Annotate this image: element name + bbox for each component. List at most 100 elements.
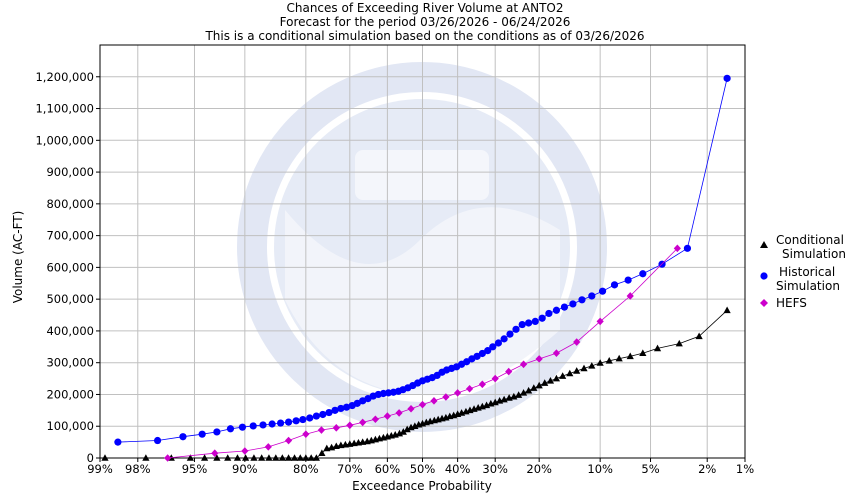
data-point-conditional [695, 332, 703, 340]
y-axis-title: Volume (AC-FT) [11, 211, 25, 304]
chart-title-line-1: Chances of Exceeding River Volume at ANT… [286, 1, 563, 15]
data-point-conditional [552, 374, 561, 382]
x-axis-title: Exceedance Probability [352, 479, 492, 493]
data-point-historical [610, 281, 619, 289]
legend-conditional-label-line-1: Conditional [776, 233, 844, 247]
data-point-historical [489, 343, 497, 351]
data-point-conditional [541, 379, 549, 386]
data-point-historical [299, 415, 307, 424]
data-point-conditional [213, 454, 221, 461]
y-tick-label: 400,000 [46, 324, 94, 338]
y-tick-label: 300,000 [46, 356, 94, 370]
data-point-historical [292, 417, 300, 425]
data-point-historical [312, 412, 320, 420]
data-point-conditional [224, 454, 232, 461]
data-point-historical [484, 347, 492, 355]
data-point-hefs [673, 244, 681, 253]
data-point-historical [268, 420, 276, 428]
series-hefs [164, 244, 681, 462]
data-point-conditional [519, 389, 528, 396]
data-point-conditional [546, 377, 555, 384]
data-point-conditional [580, 364, 588, 372]
data-point-historical [325, 408, 333, 417]
x-axis-ticks: 99% 98% 95% 90% 80% 70% 60% 50% 40% 30% 20% 10% 5% 2%… [87, 458, 754, 476]
data-point-conditional [278, 454, 286, 461]
data-point-conditional [605, 356, 613, 364]
data-point-historical [723, 74, 731, 82]
data-point-hefs [491, 374, 499, 383]
legend-historical-label-line-1: Historical [779, 265, 835, 279]
data-point-conditional [318, 449, 326, 457]
data-point-historical [238, 423, 247, 431]
y-tick-label: 1,100,000 [35, 102, 94, 116]
x-tick-label: 40% [445, 462, 471, 476]
data-point-conditional [233, 454, 242, 461]
data-point-historical [545, 309, 553, 318]
data-point-conditional [312, 454, 320, 461]
data-point-historical [552, 306, 561, 314]
data-point-conditional [588, 362, 596, 369]
data-point-conditional [515, 391, 523, 398]
y-axis-ticks: 0 100,000 200,000 300,000 400,000 500,000 600,… [35, 70, 100, 465]
data-point-historical [569, 300, 577, 308]
data-point-conditional [186, 454, 194, 461]
y-tick-label: 700,000 [46, 229, 94, 243]
data-point-historical [353, 399, 361, 407]
x-tick-label: 30% [482, 462, 508, 476]
data-point-hefs [164, 454, 172, 462]
legend-conditional-label-line-2: Simulation [782, 247, 846, 261]
series-layer [101, 74, 731, 462]
data-point-conditional [525, 386, 533, 394]
data-point-conditional [265, 454, 273, 461]
data-point-hefs [346, 421, 354, 430]
data-point-conditional [573, 367, 581, 374]
data-point-hefs [241, 447, 249, 455]
grid-lines [99, 45, 746, 459]
data-point-hefs [332, 424, 340, 432]
data-point-hefs [505, 367, 513, 376]
x-tick-label: 90% [232, 462, 258, 476]
data-point-hefs [626, 292, 634, 300]
data-point-historical [153, 436, 162, 445]
data-point-historical [331, 406, 339, 414]
y-tick-label: 100,000 [46, 419, 94, 433]
data-point-hefs [284, 436, 293, 445]
x-tick-label: 1% [736, 462, 754, 476]
chart-title-line-2: Forecast for the period 03/26/2026 - 06/… [280, 15, 571, 29]
data-point-historical [531, 317, 539, 325]
data-point-historical [494, 339, 503, 347]
data-point-conditional [535, 381, 543, 389]
legend-historical-label-line-2: Simulation [776, 279, 840, 293]
data-point-conditional [284, 454, 293, 461]
data-point-historical [506, 330, 514, 338]
data-point-historical [560, 303, 569, 311]
legend: Conditional Simulation Historical Simula… [760, 233, 846, 310]
data-point-conditional [250, 454, 258, 461]
data-point-historical [525, 319, 533, 327]
data-point-historical [598, 287, 607, 295]
data-point-historical [538, 314, 546, 322]
data-point-hefs [418, 400, 427, 409]
data-point-conditional [142, 454, 150, 461]
data-point-hefs [371, 415, 379, 424]
data-point-historical [473, 352, 481, 360]
data-point-conditional [302, 454, 310, 461]
data-point-hefs [211, 449, 219, 458]
data-point-conditional [201, 454, 209, 461]
data-point-conditional [559, 372, 567, 379]
data-point-conditional [242, 454, 250, 461]
data-point-hefs [596, 317, 604, 326]
data-point-conditional [399, 428, 407, 435]
x-tick-label: 60% [375, 462, 401, 476]
data-point-conditional [101, 454, 109, 461]
y-tick-label: 1,200,000 [35, 70, 94, 84]
data-point-historical [512, 325, 520, 333]
data-point-historical [342, 403, 351, 411]
data-point-conditional [626, 352, 634, 360]
x-tick-label: 2% [698, 462, 716, 476]
data-point-hefs [535, 355, 543, 363]
data-point-hefs [359, 418, 367, 427]
data-point-hefs [552, 349, 561, 357]
y-tick-label: 200,000 [46, 387, 94, 401]
data-point-historical [639, 270, 647, 278]
